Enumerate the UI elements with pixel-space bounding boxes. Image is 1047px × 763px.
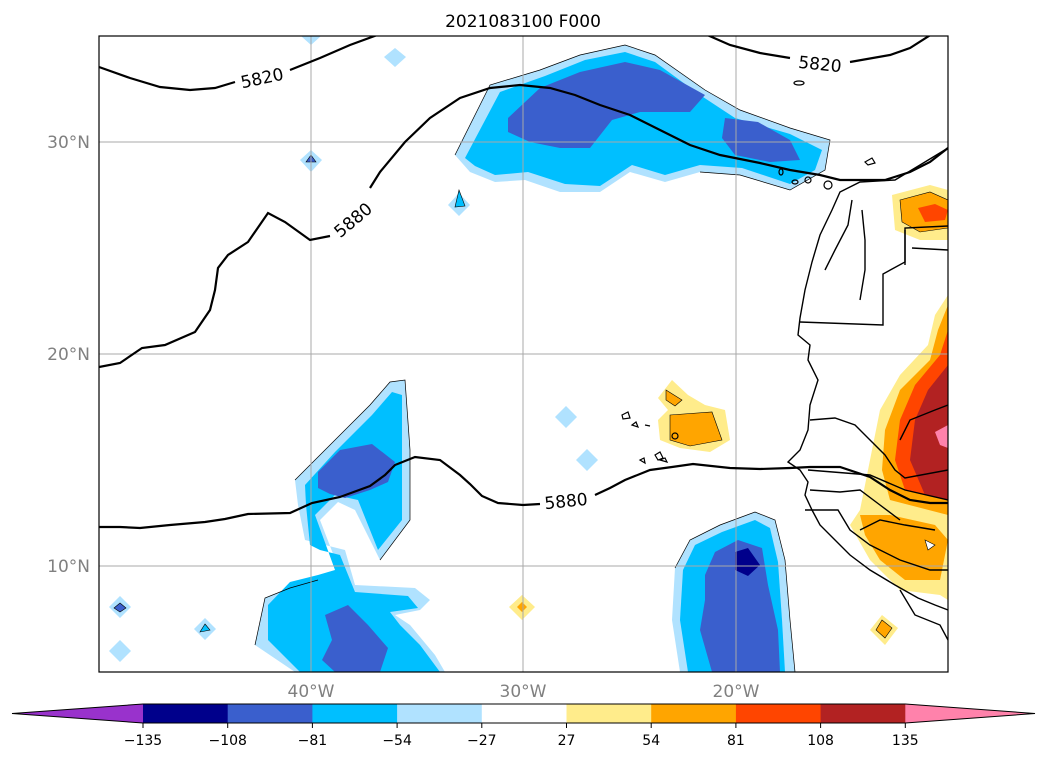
negative-anomaly-south bbox=[672, 511, 796, 672]
lon-label: 20°W bbox=[713, 682, 760, 702]
geopotential-contours bbox=[99, 36, 948, 530]
lon-label: 40°W bbox=[288, 682, 335, 702]
map-title: 2021083100 F000 bbox=[445, 12, 601, 32]
colorbar-tick-label: 54 bbox=[642, 733, 660, 749]
colorbar-tick-label: 27 bbox=[558, 733, 576, 749]
colorbar-tick-label: −54 bbox=[382, 733, 412, 749]
coastlines bbox=[786, 147, 948, 641]
map-border bbox=[98, 35, 949, 673]
islands bbox=[621, 80, 876, 465]
colorbar-extend-min bbox=[12, 704, 143, 723]
colorbar-tick-label: 81 bbox=[727, 733, 745, 749]
colorbar-segment bbox=[397, 704, 483, 723]
colorbar-segment bbox=[312, 704, 398, 723]
colorbar-tick-label: −135 bbox=[124, 733, 162, 749]
colorbar-segment bbox=[227, 704, 313, 723]
graticule bbox=[99, 36, 948, 672]
lon-label: 30°W bbox=[500, 682, 547, 702]
lat-label: 30°N bbox=[47, 133, 90, 153]
colorbar-segment bbox=[143, 704, 229, 723]
contour-label: 5880 bbox=[544, 490, 589, 514]
colorbar-segment bbox=[651, 704, 737, 723]
colorbar-tick-label: −81 bbox=[298, 733, 328, 749]
colorbar-segment bbox=[481, 704, 567, 723]
colorbar-tick-label: 135 bbox=[892, 733, 919, 749]
colorbar: −135 −108 −81 −54 −27 27 54 81 108 135 bbox=[11, 703, 1036, 749]
positive-anomaly-cells bbox=[509, 185, 948, 645]
colorbar-extend-max bbox=[905, 704, 1035, 723]
map-area: 5820 5820 5880 5880 bbox=[99, 36, 948, 672]
lat-label: 20°N bbox=[47, 345, 90, 365]
lat-label: 10°N bbox=[47, 557, 90, 577]
colorbar-tick-label: −108 bbox=[208, 733, 246, 749]
colorbar-segment bbox=[735, 704, 822, 723]
colorbar-tick-label: −27 bbox=[467, 733, 497, 749]
contour-label: 5820 bbox=[797, 53, 842, 77]
colorbar-segment bbox=[820, 704, 906, 723]
colorbar-segment bbox=[566, 704, 652, 723]
colorbar-tick-label: 108 bbox=[807, 733, 834, 749]
